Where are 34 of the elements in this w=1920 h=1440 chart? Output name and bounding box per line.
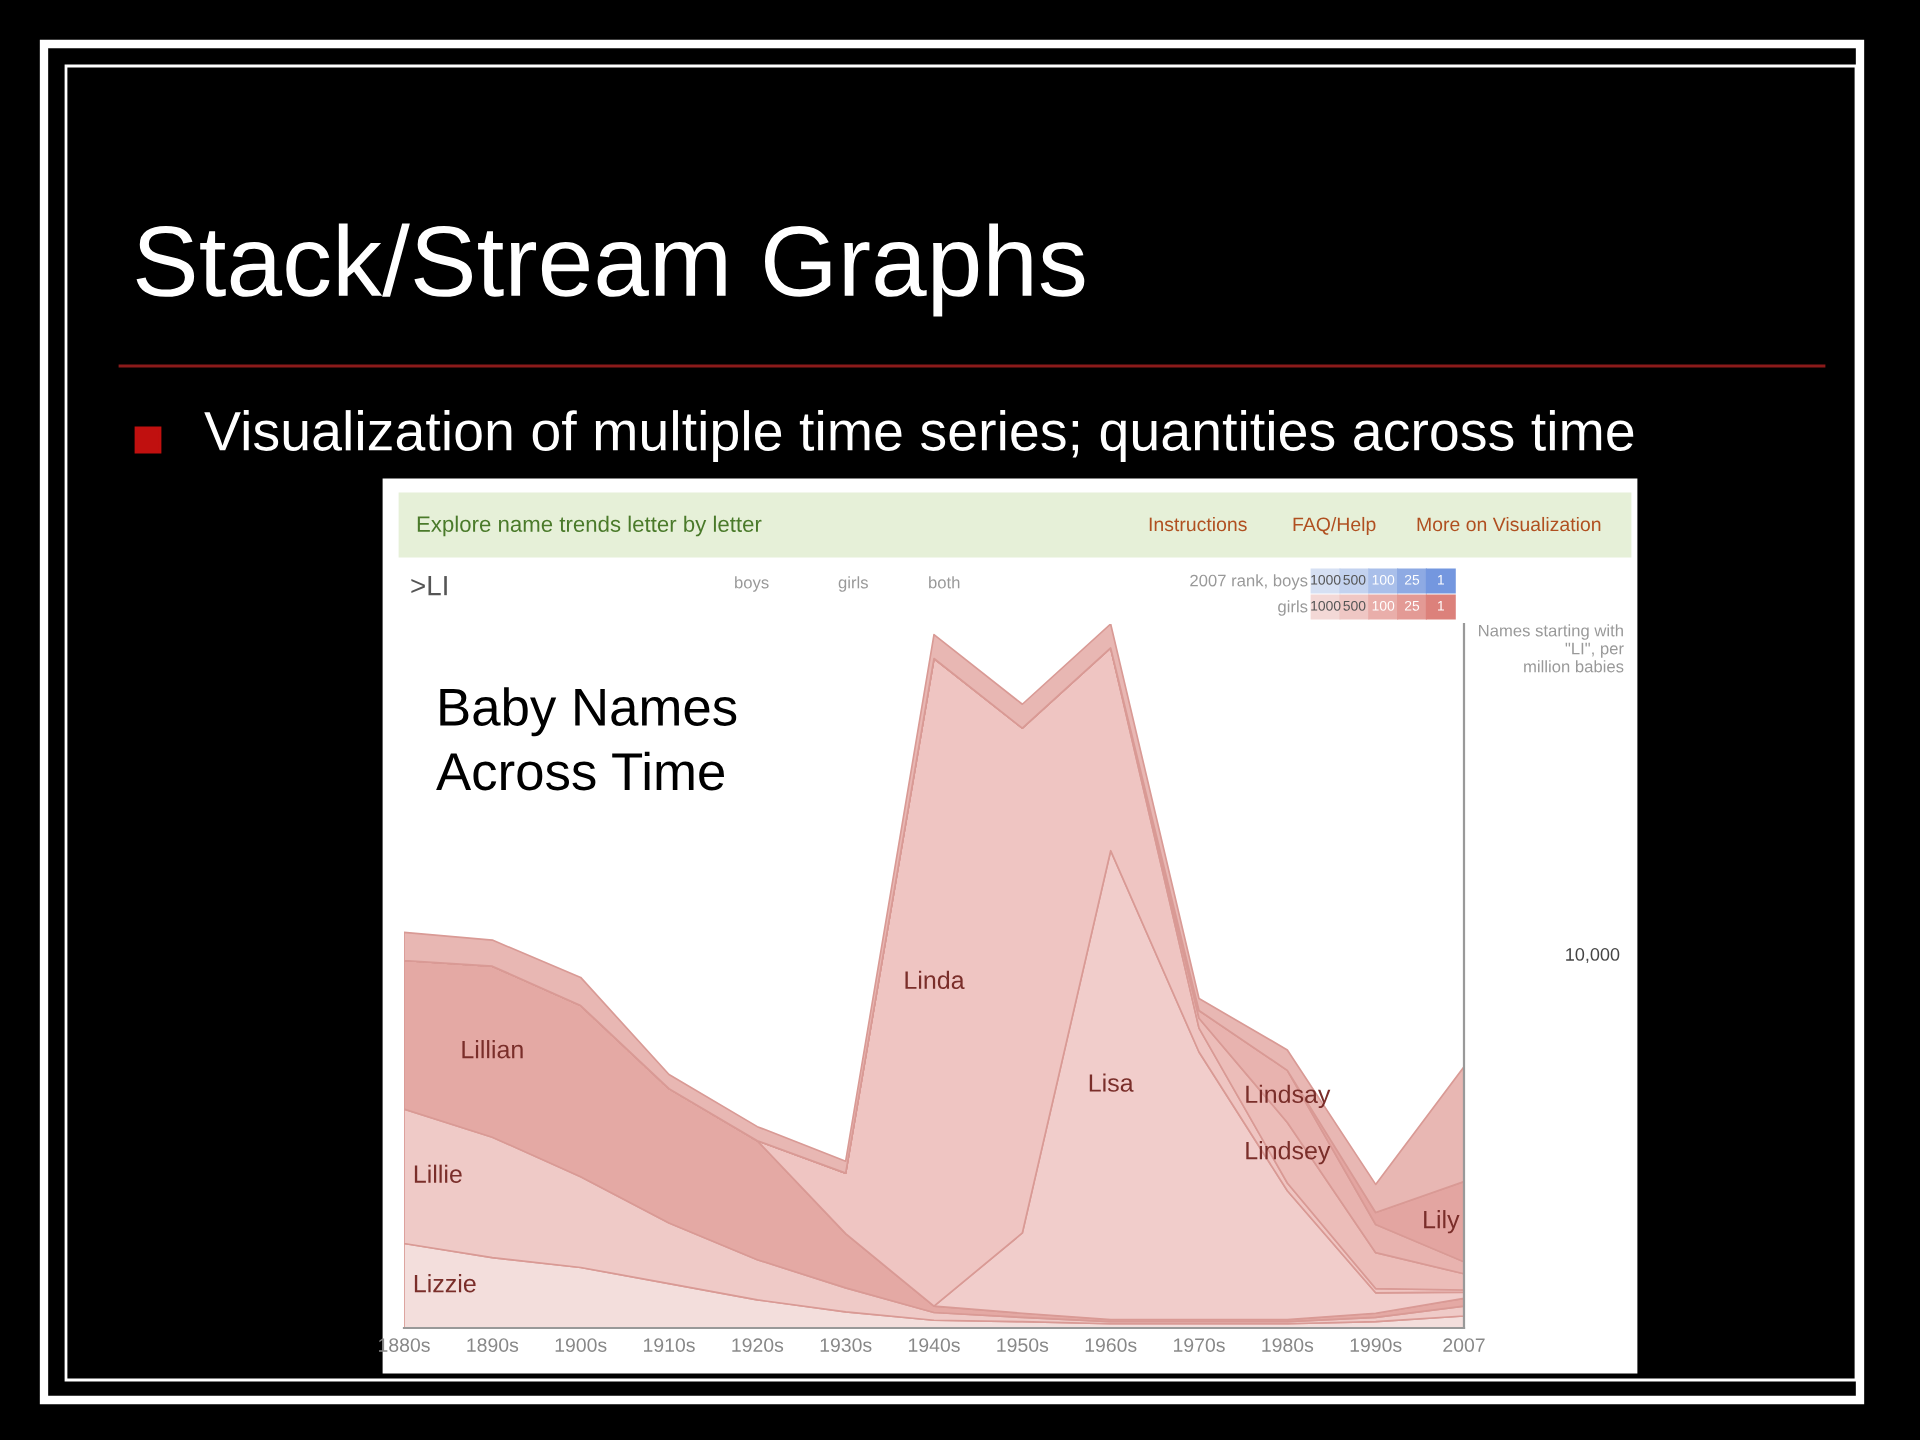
text: 10,000 <box>1566 948 1620 963</box>
x-tick-label: 1970s <box>1174 1338 1225 1352</box>
text: >LI <box>411 576 447 596</box>
series-label: Linda <box>905 970 965 990</box>
annotation: Baby Names Across Time <box>436 687 737 791</box>
x-tick-label: 1990s <box>1350 1338 1402 1352</box>
text: Instructions <box>1149 516 1247 532</box>
text: More on Visualization <box>1417 516 1601 532</box>
y-axis-title: Names starting with "LI", per million babies <box>1479 624 1624 673</box>
x-tick-label: 1940s <box>909 1338 960 1352</box>
chart-subtitle: Visualization of multiple time series; quantities across time <box>204 410 1634 462</box>
x-tick-label: 1960s <box>1085 1338 1137 1352</box>
series-label: Lillie <box>414 1164 462 1183</box>
x-tick-label: 1950s <box>997 1338 1049 1352</box>
text: Explore name trends letter by letter <box>417 515 762 537</box>
series-label: Lindsey <box>1246 1141 1331 1165</box>
x-tick-label: 1910s <box>644 1338 695 1352</box>
text: boys <box>735 576 769 592</box>
series-label: Lisa <box>1089 1073 1134 1092</box>
text: girls <box>1278 600 1308 616</box>
text: both <box>929 576 960 589</box>
x-tick-label: 1900s <box>555 1338 607 1352</box>
x-tick-label: 1920s <box>732 1338 784 1352</box>
x-tick-label: 1930s <box>820 1338 872 1352</box>
x-tick-label: 2007 <box>1443 1338 1485 1352</box>
x-tick-label: 1890s <box>467 1338 519 1352</box>
chart-title: Stack/Stream Graphs <box>136 223 1085 317</box>
series-label: Lillian <box>462 1040 523 1059</box>
text: girls <box>838 576 868 592</box>
text: FAQ/Help <box>1293 516 1376 536</box>
x-tick-label: 1980s <box>1262 1338 1314 1352</box>
series-label: Lizzie <box>414 1274 476 1293</box>
text: 2007 rank, boys <box>1190 574 1308 590</box>
series-label: Lily <box>1424 1210 1460 1234</box>
